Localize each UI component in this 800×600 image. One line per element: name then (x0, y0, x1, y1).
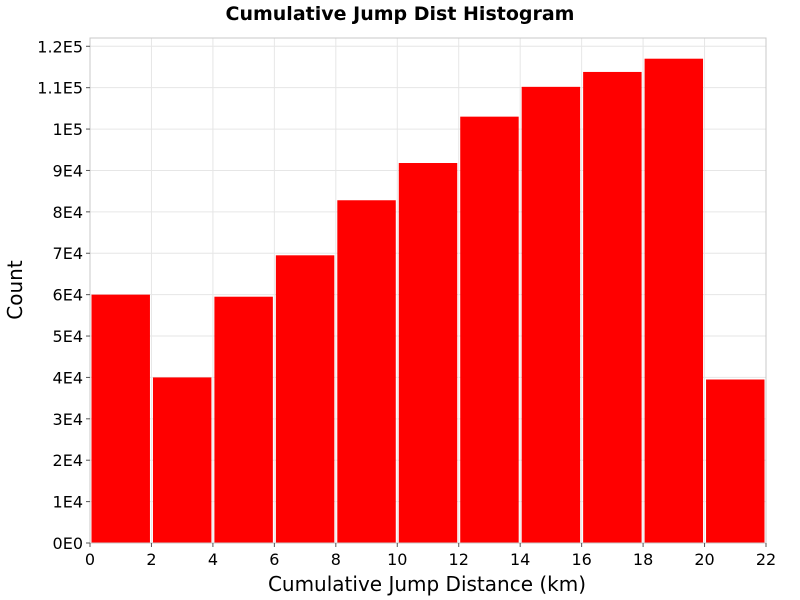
histogram-bar (706, 379, 765, 543)
x-axis-ticks: 0 2 4 6 8 10 12 14 16 18 20 22 (85, 543, 776, 569)
y-tick-label: 5E4 (53, 327, 83, 346)
y-tick-label: 0E0 (53, 534, 83, 553)
y-tick-label: 1E4 (53, 493, 83, 512)
x-tick-label: 20 (694, 550, 714, 569)
histogram-bar (521, 86, 581, 543)
histogram-bar (583, 71, 642, 543)
x-tick-label: 6 (269, 550, 279, 569)
plot-frame (89, 37, 767, 544)
x-tick-label: 18 (633, 550, 653, 569)
y-axis-ticks: 0E0 1E4 2E4 3E4 4E4 5E4 6E4 7E4 8E4 9E4 1E5 1.1E5 1.… (37, 37, 90, 553)
y-tick-label: 9E4 (53, 161, 83, 180)
x-tick-label: 10 (387, 550, 407, 569)
y-tick-label: 4E4 (53, 368, 83, 387)
y-tick-label: 1.1E5 (37, 79, 83, 98)
histogram-bar (91, 294, 150, 543)
chart-title: Cumulative Jump Dist Histogram (226, 3, 575, 25)
histogram-bar (275, 255, 335, 544)
x-tick-label: 8 (331, 550, 341, 569)
y-axis-label: Count (3, 260, 27, 320)
y-tick-label: 8E4 (53, 203, 83, 222)
histogram-bar (152, 377, 212, 543)
histogram-bar (214, 296, 273, 543)
x-tick-label: 16 (571, 550, 591, 569)
x-axis-label: Cumulative Jump Distance (km) (268, 572, 586, 596)
histogram-bar (644, 58, 704, 544)
x-tick-label: 12 (449, 550, 469, 569)
y-tick-label: 1.2E5 (37, 37, 83, 56)
y-tick-label: 3E4 (53, 410, 83, 429)
bars (91, 58, 765, 544)
histogram-bar (460, 116, 519, 544)
histogram-bar (337, 200, 396, 543)
y-tick-label: 2E4 (53, 451, 83, 470)
x-tick-label: 14 (510, 550, 530, 569)
x-tick-label: 4 (208, 550, 218, 569)
histogram-bar (398, 163, 458, 544)
y-tick-label: 1E5 (53, 120, 83, 139)
y-tick-label: 6E4 (53, 286, 83, 305)
x-tick-label: 2 (146, 550, 156, 569)
x-tick-label: 0 (85, 550, 95, 569)
x-tick-label: 22 (756, 550, 776, 569)
y-tick-label: 7E4 (53, 244, 83, 263)
